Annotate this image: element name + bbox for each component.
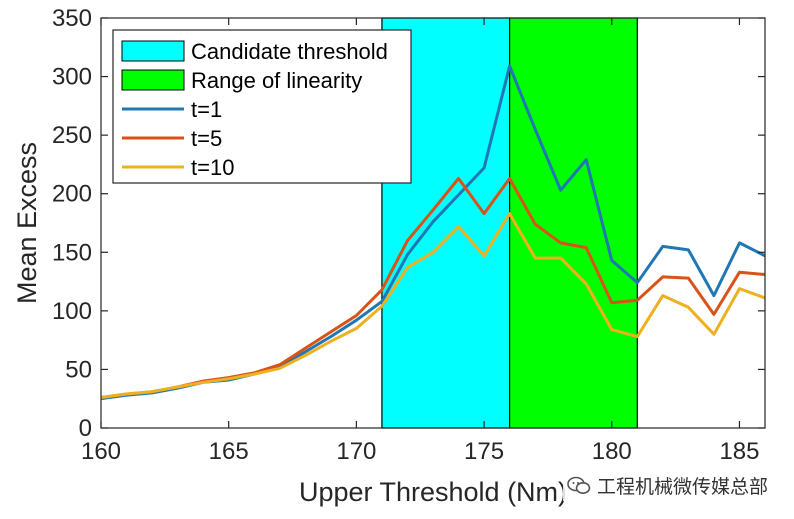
y-tick-label: 350	[52, 5, 92, 32]
x-tick-label: 165	[209, 438, 249, 465]
y-tick-label: 50	[65, 356, 92, 383]
x-tick-label: 160	[81, 438, 121, 465]
plot-axes	[100, 17, 766, 429]
y-tick-label: 0	[79, 415, 92, 442]
legend-label-5: t=10	[191, 155, 234, 180]
x-tick-label: 175	[464, 438, 504, 465]
y-tick-label: 100	[52, 298, 92, 325]
x-tick-label: 170	[336, 438, 376, 465]
y-tick-label: 150	[52, 239, 92, 266]
legend-label-1: Candidate threshold	[191, 39, 388, 64]
shaded-regions	[381, 17, 638, 429]
series-lines	[100, 64, 766, 401]
y-tick-label: 300	[52, 64, 92, 91]
x-tick-label: 185	[719, 438, 759, 465]
legend-label-3: t=1	[191, 97, 222, 122]
y-tick-label: 250	[52, 122, 92, 149]
axis-ticks: 160 165 170 175 180 185 0 50 100 150 200 250 300 350	[52, 5, 765, 465]
series-line-3	[100, 212, 766, 399]
y-tick-label: 200	[52, 181, 92, 208]
x-axis-label: Upper Threshold (Nm)	[299, 477, 567, 507]
watermark: 工程机械微传媒总部	[562, 470, 772, 501]
plot-frame	[100, 17, 766, 429]
legend: Candidate threshold Range of linearity t=1…	[112, 29, 412, 184]
legend-label-4: t=5	[191, 126, 222, 151]
x-tick-label: 180	[592, 438, 632, 465]
y-axis-label: Mean Excess	[12, 142, 42, 304]
legend-swatch-2	[121, 69, 185, 91]
wechat-icon	[567, 476, 591, 494]
region-2	[509, 17, 638, 429]
watermark-text: 工程机械微传媒总部	[596, 476, 768, 498]
legend-swatch-1	[121, 40, 185, 62]
legend-label-2: Range of linearity	[191, 68, 362, 93]
